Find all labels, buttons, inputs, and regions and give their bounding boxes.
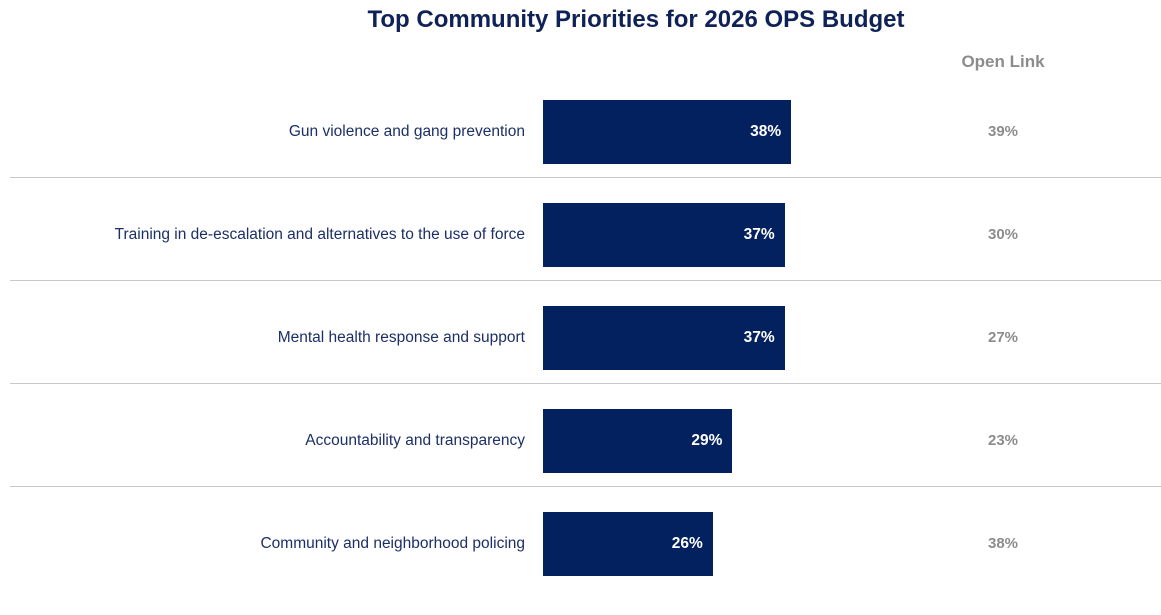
bar-row: Community and neighborhood policing 26% 38… <box>0 512 1161 615</box>
bar-row: Training in de-escalation and alternativ… <box>0 203 1161 306</box>
open-link-column-header: Open Link <box>928 52 1078 72</box>
bar-value-label: 37% <box>543 203 775 267</box>
bar-value-label: 29% <box>543 409 722 473</box>
category-label: Gun violence and gang prevention <box>289 100 525 164</box>
bar-value-label: 37% <box>543 306 775 370</box>
category-label: Accountability and transparency <box>305 409 525 473</box>
bar-value-label: 38% <box>543 100 781 164</box>
row-divider <box>10 280 1161 281</box>
bar-row: Accountability and transparency 29% 23% <box>0 409 1161 512</box>
bar-row: Gun violence and gang prevention 38% 39% <box>0 100 1161 203</box>
row-divider <box>10 383 1161 384</box>
chart-title: Top Community Priorities for 2026 OPS Bu… <box>0 6 1161 34</box>
row-divider <box>10 177 1161 178</box>
category-label: Training in de-escalation and alternativ… <box>115 203 525 267</box>
category-label: Mental health response and support <box>278 306 525 370</box>
open-link-value: 23% <box>928 409 1078 473</box>
open-link-value: 30% <box>928 203 1078 267</box>
bar-row: Mental health response and support 37% 27% <box>0 306 1161 409</box>
category-label: Community and neighborhood policing <box>260 512 525 576</box>
open-link-value: 39% <box>928 100 1078 164</box>
open-link-value: 38% <box>928 512 1078 576</box>
bar-value-label: 26% <box>543 512 703 576</box>
open-link-value: 27% <box>928 306 1078 370</box>
row-divider <box>10 486 1161 487</box>
